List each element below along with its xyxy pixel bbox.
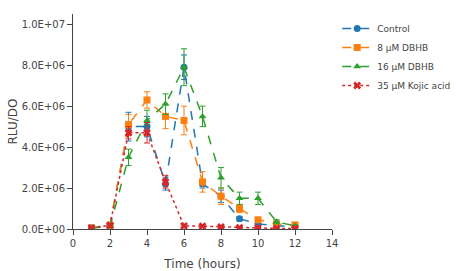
svg-text:0: 0 [70, 238, 76, 249]
svg-text:6: 6 [181, 238, 187, 249]
svg-text:10: 10 [252, 238, 265, 249]
svg-text:Time (hours): Time (hours) [163, 257, 240, 271]
svg-text:2: 2 [107, 238, 113, 249]
svg-text:1.0E+07: 1.0E+07 [22, 19, 65, 30]
svg-text:8 μM DBHB: 8 μM DBHB [377, 43, 428, 53]
svg-text:8: 8 [218, 238, 224, 249]
svg-text:16 μM DBHB: 16 μM DBHB [377, 62, 434, 72]
svg-text:RLU/DO: RLU/DO [6, 99, 20, 145]
svg-text:12: 12 [289, 238, 302, 249]
svg-text:4: 4 [144, 238, 150, 249]
svg-text:8.0E+06: 8.0E+06 [22, 60, 65, 71]
svg-text:0.0E+00: 0.0E+00 [22, 224, 65, 235]
svg-text:Control: Control [377, 24, 410, 34]
svg-text:14: 14 [326, 238, 339, 249]
svg-text:6.0E+06: 6.0E+06 [22, 101, 65, 112]
svg-text:35 μM Kojic acid: 35 μM Kojic acid [377, 81, 450, 91]
svg-text:4.0E+06: 4.0E+06 [22, 142, 65, 153]
svg-text:2.0E+06: 2.0E+06 [22, 183, 65, 194]
